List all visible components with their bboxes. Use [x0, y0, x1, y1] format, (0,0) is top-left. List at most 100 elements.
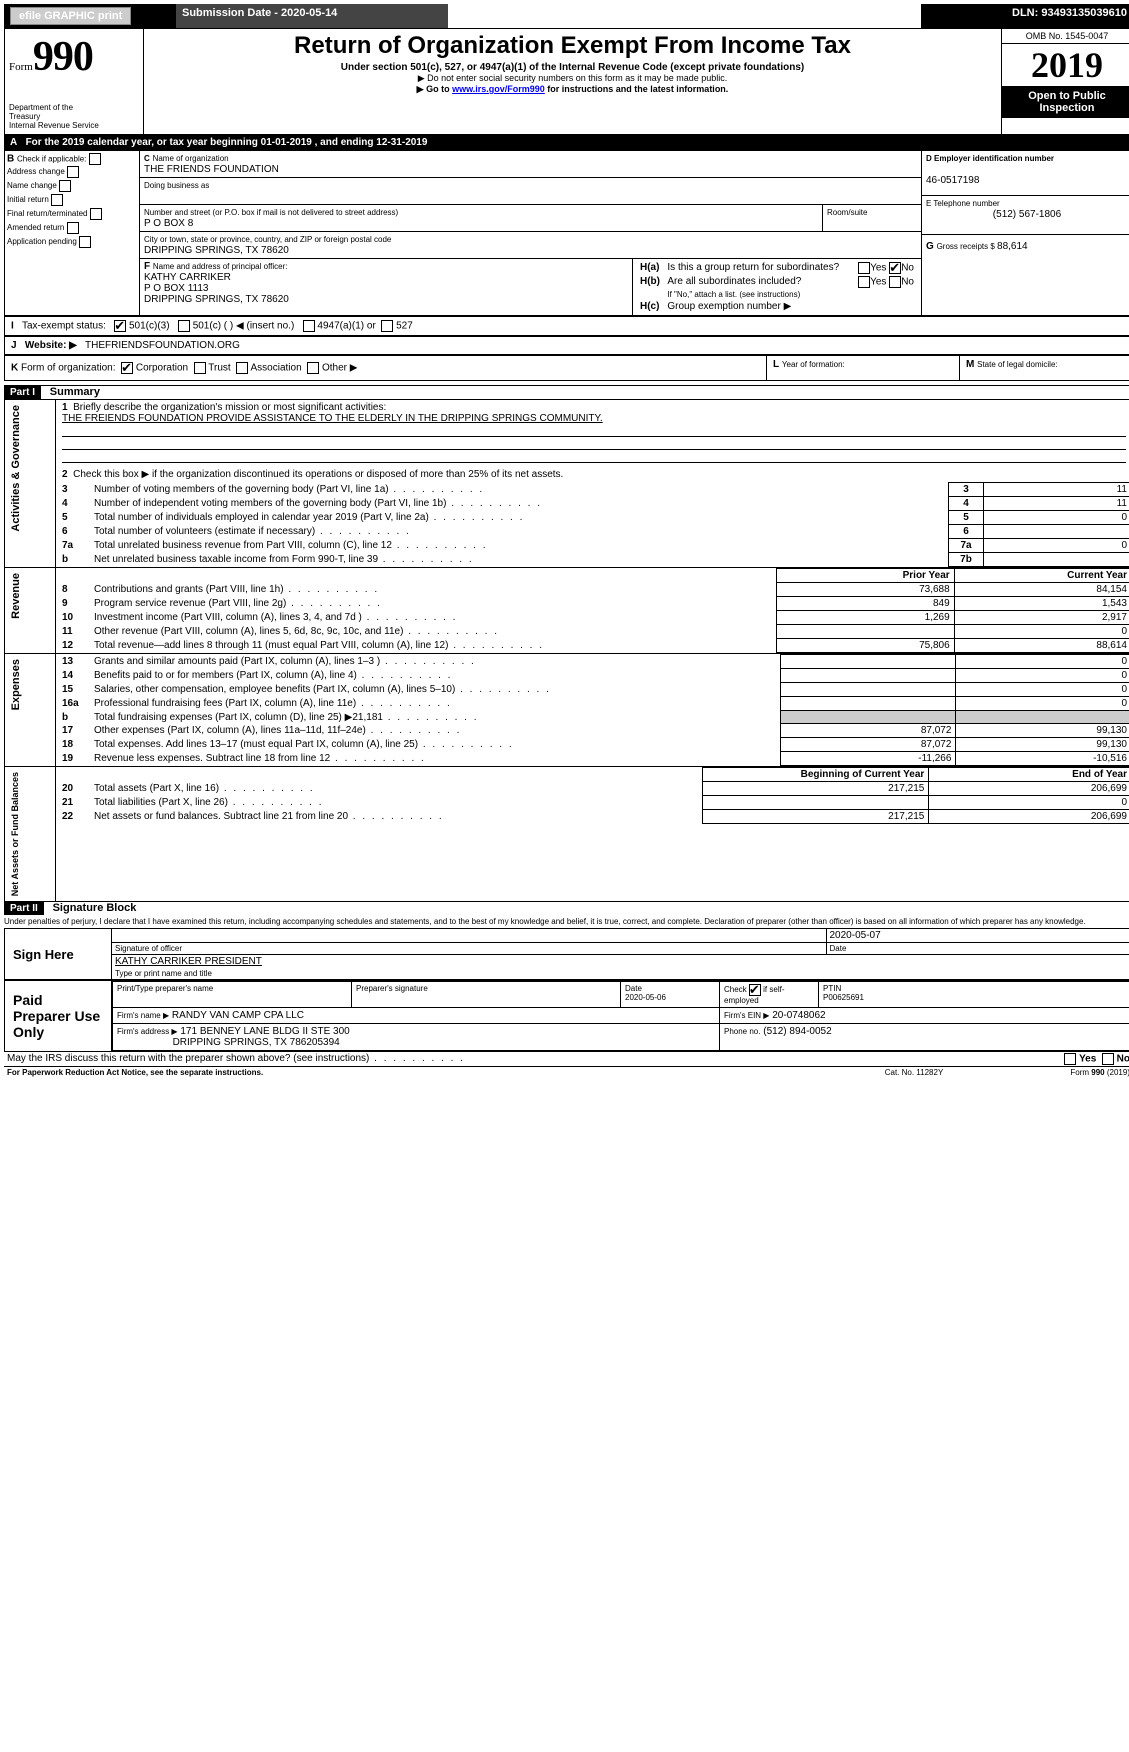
hc-text: Group exemption number ▶: [664, 300, 917, 313]
hb-text: Are all subordinates included?: [667, 276, 801, 287]
box-b-item: Amended return: [7, 221, 137, 235]
hb-no-checkbox[interactable]: [889, 276, 901, 288]
tax-exempt-label: Tax-exempt status:: [22, 321, 106, 332]
summary-line: 14 Benefits paid to or for members (Part…: [56, 669, 1129, 683]
form-subtitle1: Under section 501(c), 527, or 4947(a)(1)…: [147, 62, 998, 73]
line2-num: 2: [62, 469, 68, 480]
part1-title: Summary: [44, 386, 100, 398]
self-employed-checkbox[interactable]: [749, 984, 761, 996]
street-value: P O BOX 8: [144, 218, 193, 229]
row-i: I Tax-exempt status: 501(c)(3) 501(c) ( …: [4, 316, 1129, 336]
527-checkbox[interactable]: [381, 320, 393, 332]
summary-line: b Total fundraising expenses (Part IX, c…: [56, 711, 1129, 724]
box-f-text: Name and address of principal officer:: [153, 262, 288, 271]
hc-label: H(c): [640, 301, 659, 312]
ein-value: 46-0517198: [926, 175, 979, 186]
vlabel-rev: Revenue: [8, 569, 24, 623]
prep-date-value: 2020-05-06: [625, 993, 666, 1002]
mission-value: THE FREIENDS FOUNDATION PROVIDE ASSISTAN…: [62, 413, 603, 424]
efile-button[interactable]: efile GRAPHIC print: [10, 7, 131, 25]
form-number: 990: [33, 34, 93, 80]
row-j: J Website: ▶ THEFRIENDSFOUNDATION.ORG: [4, 336, 1129, 355]
sign-here-label: Sign Here: [5, 929, 112, 980]
ha-no-checkbox[interactable]: [889, 262, 901, 274]
vlabel-ag: Activities & Governance: [8, 401, 24, 536]
part1-table: Activities & Governance 1 Briefly descri…: [4, 399, 1129, 902]
501c3-checkbox[interactable]: [114, 320, 126, 332]
firm-addr2: DRIPPING SPRINGS, TX 786205394: [173, 1037, 340, 1048]
box-b-item: Initial return: [7, 193, 137, 207]
street-label: Number and street (or P.O. box if mail i…: [144, 208, 398, 217]
box-d-label: D Employer identification number: [926, 154, 1054, 163]
assoc-checkbox[interactable]: [236, 362, 248, 374]
ha-text: Is this a group return for subordinates?: [667, 262, 839, 273]
trust-checkbox[interactable]: [194, 362, 206, 374]
website-label: Website: ▶: [25, 340, 77, 351]
paid-preparer-block: Paid Preparer Use Only Print/Type prepar…: [4, 980, 1129, 1052]
paperwork-notice: For Paperwork Reduction Act Notice, see …: [4, 1067, 841, 1078]
box-i-label: I: [11, 321, 14, 332]
box-c-label: C: [144, 154, 150, 163]
box-m-label: M: [966, 359, 974, 370]
box-b-item: Final return/terminated: [7, 207, 137, 221]
discuss-yes-checkbox[interactable]: [1064, 1053, 1076, 1065]
open-public2: Inspection: [1039, 102, 1094, 114]
entity-block: B Check if applicable: Address change Na…: [4, 150, 1129, 316]
officer-addr2: DRIPPING SPRINGS, TX 78620: [144, 294, 289, 305]
4947-checkbox[interactable]: [303, 320, 315, 332]
footer: For Paperwork Reduction Act Notice, see …: [4, 1067, 1129, 1078]
dept-line2: Treasury: [9, 112, 139, 121]
sign-here-block: Sign Here 2020-05-07 Signature of office…: [4, 928, 1129, 980]
paid-preparer-label: Paid Preparer Use Only: [5, 981, 112, 1052]
officer-sig-name: KATHY CARRIKER PRESIDENT: [115, 956, 262, 967]
dba-label: Doing business as: [144, 181, 209, 190]
prior-year-header: Prior Year: [777, 569, 954, 583]
row-a: A For the 2019 calendar year, or tax yea…: [4, 135, 1129, 150]
year-formation-label: Year of formation:: [782, 360, 845, 369]
firm-phone-value: (512) 894-0052: [763, 1026, 831, 1037]
summary-line: 22 Net assets or fund balances. Subtract…: [56, 810, 1129, 824]
ptin-value: P00625691: [823, 993, 864, 1002]
501c-checkbox[interactable]: [178, 320, 190, 332]
summary-line: 3 Number of voting members of the govern…: [56, 483, 1129, 497]
begin-year-header: Beginning of Current Year: [703, 768, 929, 782]
website-value: THEFRIENDSFOUNDATION.ORG: [85, 340, 240, 351]
end-year-header: End of Year: [929, 768, 1129, 782]
part1-bar: Part I: [4, 386, 41, 399]
cat-no: Cat. No. 11282Y: [841, 1067, 987, 1078]
hb-yes-checkbox[interactable]: [858, 276, 870, 288]
firm-ein-label: Firm's EIN ▶: [724, 1011, 769, 1020]
irs-link[interactable]: www.irs.gov/Form990: [452, 84, 545, 94]
corp-checkbox[interactable]: [121, 362, 133, 374]
gross-receipts-value: 88,614: [997, 241, 1028, 252]
ha-yes-checkbox[interactable]: [858, 262, 870, 274]
checkbox[interactable]: [89, 153, 101, 165]
current-year-header: Current Year: [954, 569, 1129, 583]
ptin-label: PTIN: [823, 984, 841, 993]
submission-date: 2020-05-14: [281, 7, 337, 19]
tax-year: 2019: [1002, 44, 1129, 86]
date-label: Date: [826, 943, 1129, 955]
sig-officer-label: Signature of officer: [112, 943, 826, 955]
discuss-row: May the IRS discuss this return with the…: [4, 1052, 1129, 1067]
vlabel-net: Net Assets or Fund Balances: [8, 768, 22, 900]
state-domicile-label: State of legal domicile:: [977, 360, 1058, 369]
summary-line: 19 Revenue less expenses. Subtract line …: [56, 752, 1129, 766]
summary-line: 11 Other revenue (Part VIII, column (A),…: [56, 625, 1129, 639]
discuss-no-checkbox[interactable]: [1102, 1053, 1114, 1065]
summary-line: 16a Professional fundraising fees (Part …: [56, 697, 1129, 711]
open-public1: Open to Public: [1028, 90, 1106, 102]
box-b-item: Application pending: [7, 235, 137, 249]
other-checkbox[interactable]: [307, 362, 319, 374]
summary-line: b Net unrelated business taxable income …: [56, 553, 1129, 567]
dln-value: 93493135039610: [1041, 7, 1127, 19]
box-g-label: G: [926, 241, 934, 252]
dln-label: DLN:: [1012, 7, 1041, 19]
officer-addr1: P O BOX 1113: [144, 283, 208, 294]
jurat-text: Under penalties of perjury, I declare th…: [4, 915, 1129, 928]
line1-num: 1: [62, 402, 68, 413]
summary-line: 7a Total unrelated business revenue from…: [56, 539, 1129, 553]
summary-line: 10 Investment income (Part VIII, column …: [56, 611, 1129, 625]
summary-line: 6 Total number of volunteers (estimate i…: [56, 525, 1129, 539]
summary-line: 21 Total liabilities (Part X, line 26)0: [56, 796, 1129, 810]
